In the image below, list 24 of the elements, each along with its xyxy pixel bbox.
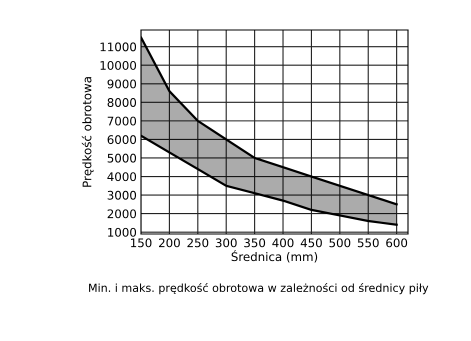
- y-tick-label: 4000: [107, 172, 136, 182]
- y-tick-label: 10000: [100, 60, 136, 70]
- text: Min. i maks. prędkość obrotowa w zależności od średnicy piły: [89, 283, 428, 294]
- y-tick-label: 2000: [108, 209, 136, 218]
- y-tick-label: 8000: [108, 98, 136, 107]
- x-tick-label: 300: [216, 238, 237, 248]
- y-axis-title: Prędkość obrotowa: [82, 77, 94, 187]
- x-tick-label: 500: [329, 238, 350, 248]
- y-tick-label: 7000: [108, 116, 136, 126]
- x-tick-label: 200: [159, 238, 180, 248]
- y-tick-label: 1000: [108, 228, 136, 237]
- x-tick-label: 350: [244, 238, 266, 248]
- x-tick-label: 450: [300, 238, 322, 248]
- y-tick-label: 5000: [108, 154, 136, 163]
- x-tick-label: 600: [386, 238, 408, 248]
- y-tick-label: 11000: [100, 42, 136, 52]
- y-tick-label: 6000: [108, 135, 136, 144]
- x-tick-label: 150: [131, 238, 152, 248]
- y-tick-label: 9000: [108, 80, 136, 88]
- y-tick-label: 3000: [108, 190, 136, 200]
- x-tick-label: 250: [187, 238, 208, 248]
- x-tick-label: 550: [358, 238, 379, 248]
- x-tick-label: 400: [272, 238, 294, 248]
- x-axis-title: Średnica (mm): [232, 250, 318, 263]
